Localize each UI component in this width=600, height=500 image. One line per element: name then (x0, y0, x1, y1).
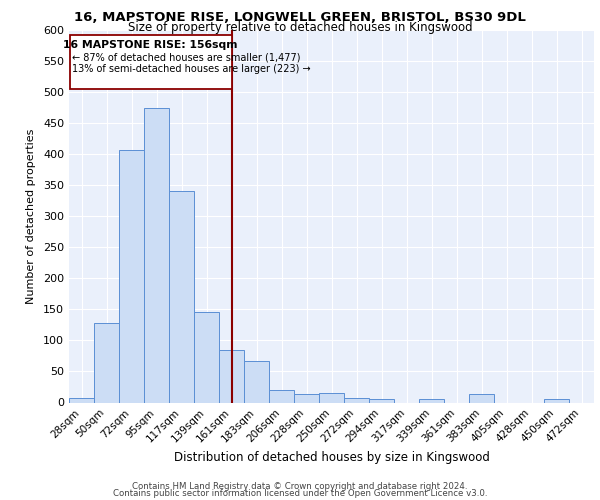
Bar (369, 400, 394, 402)
Bar (469, 394, 494, 402)
FancyBboxPatch shape (70, 35, 232, 89)
Text: ← 87% of detached houses are smaller (1,477): ← 87% of detached houses are smaller (1,… (72, 52, 301, 62)
Text: 16 MAPSTONE RISE: 156sqm: 16 MAPSTONE RISE: 156sqm (63, 40, 238, 50)
Bar (244, 361, 269, 403)
Y-axis label: Number of detached properties: Number of detached properties (26, 128, 36, 304)
Bar (69, 398, 94, 402)
Bar (119, 150, 144, 402)
Bar (419, 400, 444, 402)
Text: Contains public sector information licensed under the Open Government Licence v3: Contains public sector information licen… (113, 489, 487, 498)
Text: Contains HM Land Registry data © Crown copyright and database right 2024.: Contains HM Land Registry data © Crown c… (132, 482, 468, 491)
Bar (269, 390, 294, 402)
Text: 16, MAPSTONE RISE, LONGWELL GREEN, BRISTOL, BS30 9DL: 16, MAPSTONE RISE, LONGWELL GREEN, BRIST… (74, 11, 526, 24)
Bar (194, 312, 219, 402)
X-axis label: Distribution of detached houses by size in Kingswood: Distribution of detached houses by size … (173, 451, 490, 464)
Bar (219, 350, 244, 403)
Bar (94, 323, 119, 402)
Bar (169, 192, 194, 402)
Bar (144, 108, 169, 403)
Text: Size of property relative to detached houses in Kingswood: Size of property relative to detached ho… (128, 21, 472, 34)
Bar (544, 400, 569, 402)
Bar (344, 398, 369, 402)
Text: 13% of semi-detached houses are larger (223) →: 13% of semi-detached houses are larger (… (72, 64, 311, 74)
Bar (319, 392, 344, 402)
Bar (294, 394, 319, 402)
